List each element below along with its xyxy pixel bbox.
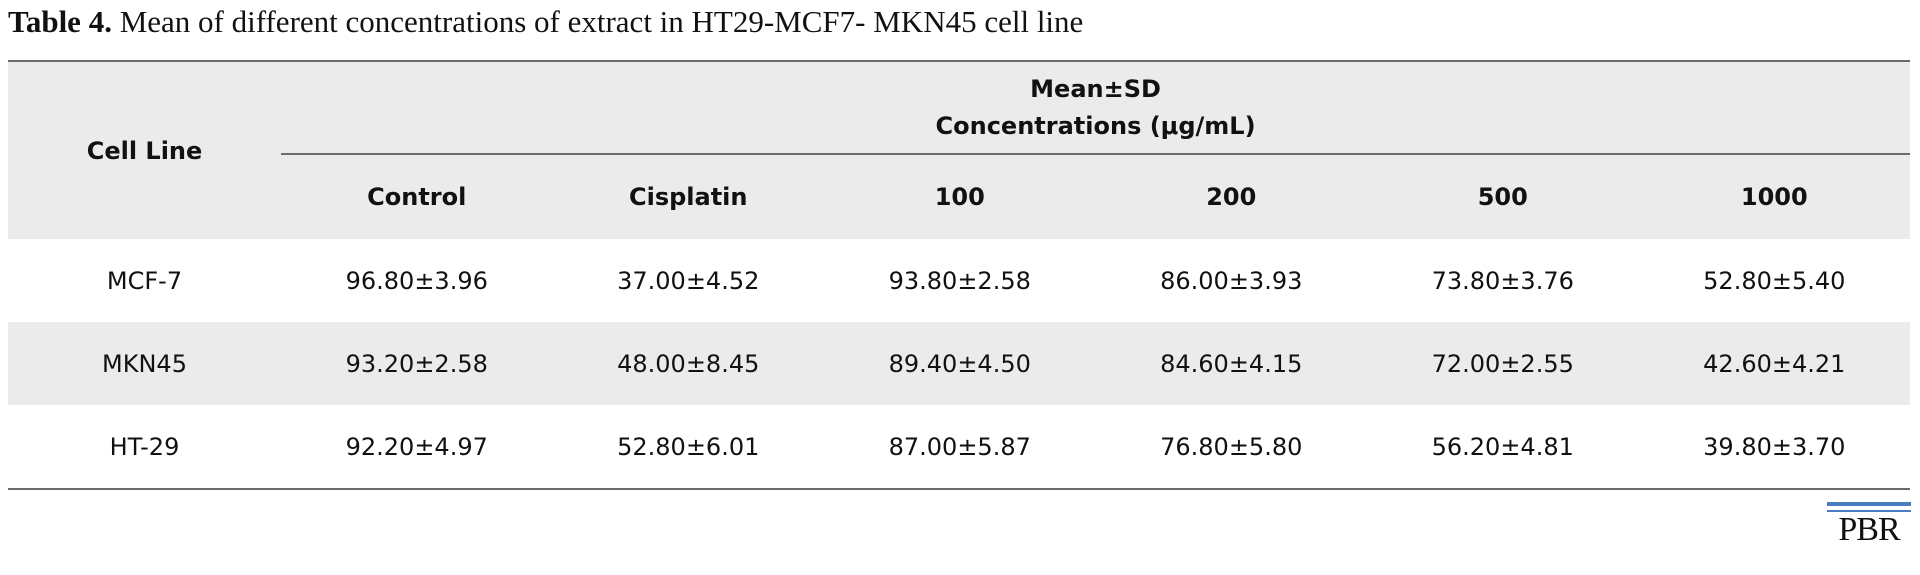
table-cell: 84.60±4.15 — [1095, 322, 1367, 405]
results-table: Cell Line Mean±SD Concentrations (μg/mL)… — [8, 60, 1911, 490]
table-body: MCF-7 96.80±3.96 37.00±4.52 93.80±2.58 8… — [8, 239, 1911, 490]
table-cell: 73.80±3.76 — [1431, 266, 1574, 295]
table-cell: 93.20±2.58 — [281, 322, 553, 405]
header-group-concentrations: Mean±SD Concentrations (μg/mL) — [281, 60, 1911, 155]
header-col-control: Control — [281, 154, 553, 239]
table-cell: 93.80±2.58 — [888, 266, 1031, 295]
header-col-cisplatin: Cisplatin — [552, 154, 824, 239]
caption-label: Table 4. — [8, 4, 112, 39]
row-cell-line: MCF-7 — [106, 266, 183, 295]
table-cell: 92.20±4.97 — [281, 405, 553, 490]
table-cell: 89.40±4.50 — [824, 322, 1096, 405]
table-cell: 76.80±5.80 — [1095, 405, 1367, 490]
table-cell: 87.00±5.87 — [824, 405, 1096, 490]
table-row: MCF-7 96.80±3.96 37.00±4.52 93.80±2.58 8… — [8, 239, 1910, 322]
table-row: HT-29 92.20±4.97 52.80±6.01 87.00±5.87 7… — [8, 405, 1911, 490]
table-cell: 52.80±6.01 — [552, 405, 824, 490]
header-cell-line: Cell Line — [8, 60, 281, 239]
row-cell-line: HT-29 — [8, 405, 281, 490]
table-cell: 96.80±3.96 — [345, 266, 488, 295]
table-cell: 86.00±3.93 — [1160, 266, 1303, 295]
header-group-line2: Concentrations (μg/mL) — [935, 111, 1256, 140]
header-col-200: 200 — [1095, 154, 1367, 239]
header-col-1000: 1000 — [1638, 154, 1911, 239]
header-col-500: 500 — [1367, 154, 1639, 239]
table-cell: 72.00±2.55 — [1367, 322, 1639, 405]
table-cell: 56.20±4.81 — [1367, 405, 1639, 490]
table-cell: 42.60±4.21 — [1638, 322, 1911, 405]
header-row-group: Cell Line Mean±SD Concentrations (μg/mL) — [8, 60, 1911, 239]
table-cell: 48.00±8.45 — [552, 322, 824, 405]
row-cell-line: MKN45 — [8, 322, 281, 405]
results-table-container: Cell Line Mean±SD Concentrations (μg/mL)… — [8, 60, 1911, 490]
table-cell: 39.80±3.70 — [1638, 405, 1911, 490]
header-group-line1: Mean±SD — [1030, 74, 1161, 103]
table-header: Cell Line Mean±SD Concentrations (μg/mL)… — [8, 60, 1911, 239]
table-caption: Table 4. Mean of different concentration… — [8, 2, 1083, 42]
caption-text: Mean of different concentrations of extr… — [119, 4, 1084, 39]
header-row-columns: Control Cisplatin 100 200 500 1000 — [8, 154, 1911, 239]
header-col-100: 100 — [824, 154, 1096, 239]
table-cell: 37.00±4.52 — [617, 266, 760, 295]
pbr-logo: PBR — [1827, 502, 1911, 558]
table-cell: 52.80±5.40 — [1703, 266, 1846, 295]
table-row: MKN45 93.20±2.58 48.00±8.45 89.40±4.50 8… — [8, 322, 1911, 405]
